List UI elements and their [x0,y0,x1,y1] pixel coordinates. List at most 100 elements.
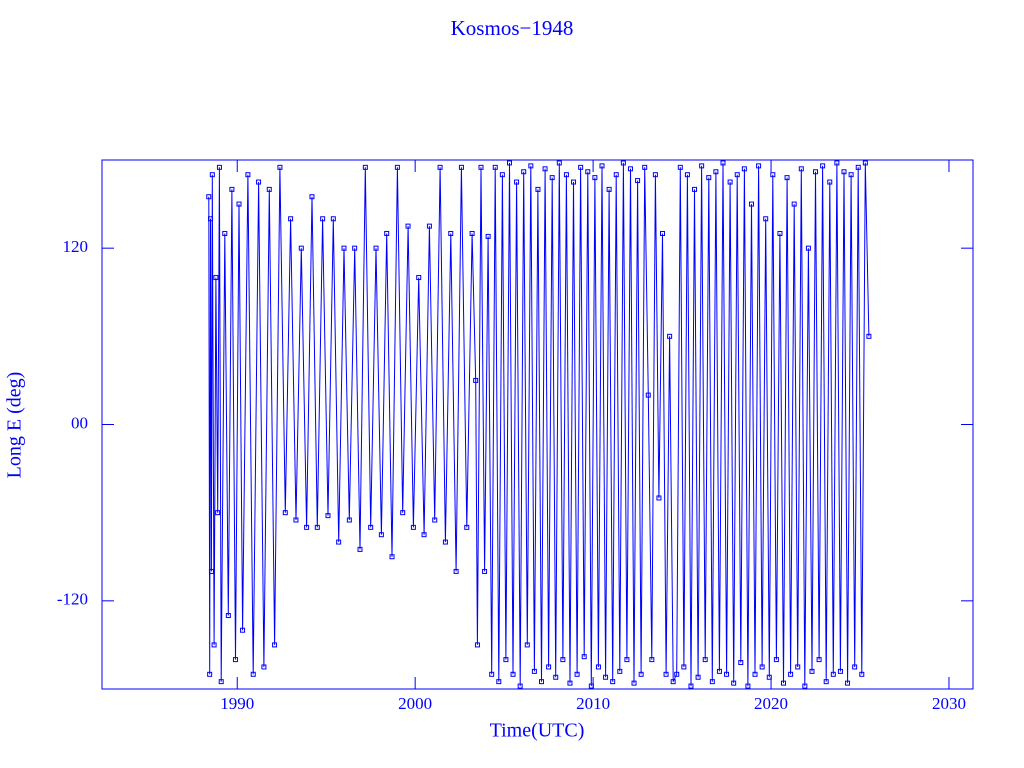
data-point [394,164,400,170]
data-point [845,680,851,686]
data-point [588,683,594,689]
data-point [426,223,432,229]
data-point [791,201,797,207]
data-point [716,668,722,674]
data-point [816,657,822,663]
data-point [496,679,502,685]
data-point [400,510,406,516]
data-point [489,671,495,677]
data-point [211,642,217,648]
data-point [524,642,530,648]
y-tick-label: -120 [57,590,88,609]
y-axis-label: Long E (deg) [4,372,26,479]
data-point [362,164,368,170]
data-point [352,245,358,251]
data-point [542,166,548,172]
data-point [823,679,829,685]
data-point [613,172,619,178]
x-tick-label: 2030 [932,694,966,713]
data-point [820,163,826,169]
data-point [642,164,648,170]
data-point [595,664,601,670]
data-point [282,510,288,516]
data-point [341,245,347,251]
data-point [624,657,630,663]
data-point [652,172,658,178]
data-line [208,162,870,687]
data-point [780,680,786,686]
data-point [485,233,491,239]
data-point [218,679,224,685]
data-point [734,172,740,178]
data-point [208,568,214,574]
data-point [330,216,336,222]
data-point [827,179,833,185]
data-point [560,657,566,663]
data-point [464,524,470,530]
data-point [272,642,278,648]
data-point [862,160,868,166]
data-point [469,230,475,236]
x-tick-label: 2000 [398,694,432,713]
data-point [314,524,320,530]
data-point [309,194,315,200]
data-point [603,674,609,680]
x-axis-label: Time(UTC) [490,720,585,742]
data-point [421,532,427,538]
data-point [277,164,283,170]
data-point [293,517,299,523]
data-point [830,671,836,677]
data-point [813,169,819,175]
data-point [852,664,858,670]
data-point [208,216,214,222]
data-point [207,671,213,677]
x-tick-label: 1990 [220,694,254,713]
data-point [709,679,715,685]
data-point [777,230,783,236]
data-point [225,613,231,619]
data-point [437,164,443,170]
data-point [848,172,854,178]
data-point [770,172,776,178]
data-point [809,668,815,674]
data-point [405,223,411,229]
data-point [510,671,516,677]
data-point [656,495,662,501]
data-point [837,668,843,674]
data-point [250,671,256,677]
data-point [206,194,212,200]
x-tick-label: 2010 [576,694,610,713]
data-point [549,175,555,181]
data-point [517,683,523,689]
data-point [553,674,559,680]
data-point [592,175,598,181]
data-point [506,160,512,166]
data-point [695,674,701,680]
data-point [834,160,840,166]
data-point [528,163,534,169]
data-point [773,657,779,663]
data-point [567,680,573,686]
data-point [232,657,238,663]
data-point [336,539,342,545]
data-point [788,671,794,677]
data-point [209,172,215,178]
data-point [535,186,541,192]
data-point [442,539,448,545]
data-point [645,392,651,398]
data-point [581,654,587,660]
data-point [368,524,374,530]
data-point [784,175,790,181]
data-point [727,179,733,185]
data-point [222,230,228,236]
data-point [473,377,479,383]
data-point [741,166,747,172]
data-point [474,642,480,648]
data-point [378,532,384,538]
data-point [478,164,484,170]
data-point [674,671,680,677]
data-point [795,664,801,670]
data-point [458,164,464,170]
data-point [855,164,861,170]
